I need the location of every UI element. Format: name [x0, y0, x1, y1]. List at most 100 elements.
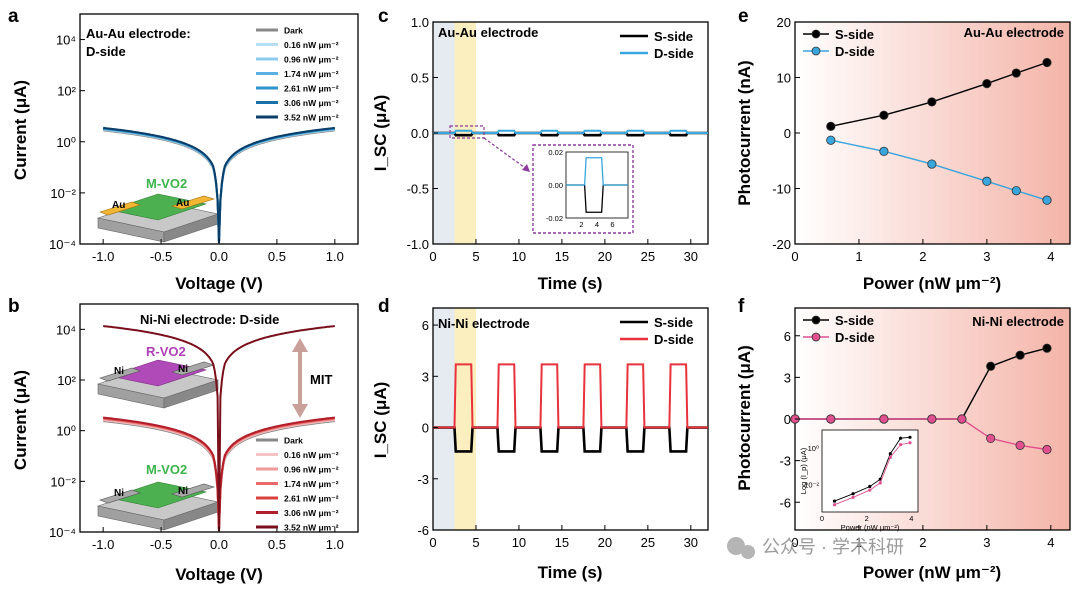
panel-c: c 0 5 10 15 20 25 30 1.0 0.5 0.0 -0.5 -1.0 2 4 6 0.02…: [371, 6, 709, 293]
legend-label: S-side: [835, 27, 874, 42]
panel-a-x-axis-label: Voltage (V): [175, 274, 263, 293]
series-line-D-side: [830, 139, 1048, 201]
panel-c-x-axis-label: Time (s): [538, 274, 603, 293]
inset-x-tick: 2: [865, 514, 869, 523]
legend-swatch-marker: [811, 29, 821, 39]
x-tick-label: 3: [983, 535, 990, 550]
x-tick-label: 2: [919, 535, 926, 550]
data-point-D-side: [826, 414, 836, 424]
y-tick-label: 0.5: [411, 71, 429, 86]
x-tick-label: 0.0: [210, 537, 228, 552]
legend-label: 0.16 nW μm⁻²: [284, 40, 339, 50]
legend-label: 3.52 nW μm⁻²: [284, 113, 339, 123]
legend-label: 0.96 nW μm⁻²: [284, 55, 339, 65]
x-tick-label: 4: [1047, 535, 1054, 550]
legend-label: D-side: [835, 44, 875, 59]
panel-f-x-axis-label: Power (nW μm⁻²): [863, 563, 1001, 582]
panel-a: a Au Au M-VO2 -1.0 -0.5 0.0 0.5 1.0 10⁻⁴ 10⁻²…: [8, 6, 359, 293]
x-tick-label: 0.5: [268, 537, 286, 552]
inset-point: [908, 441, 912, 445]
legend-label: S-side: [654, 315, 693, 330]
device-material-label: M-VO2: [146, 176, 187, 191]
x-tick-label: 2: [919, 249, 926, 264]
x-tick-label: 1.0: [326, 249, 344, 264]
x-tick-label: 20: [598, 249, 612, 264]
x-tick-label: 1: [855, 535, 862, 550]
x-tick-label: 15: [555, 249, 569, 264]
legend-label: D-side: [654, 332, 694, 347]
inset-point: [851, 492, 855, 496]
legend-swatch-marker: [811, 315, 821, 325]
contact-label-bottom-right: Ni: [178, 486, 188, 497]
ni-ni-device-illustrations: Ni Ni R-VO2 Ni Ni M-VO2: [96, 344, 220, 531]
y-tick-label: -3: [417, 472, 429, 487]
y-tick-label: 0.0: [411, 126, 429, 141]
panel-d-x-axis-label: Time (s): [538, 563, 603, 582]
panel-d-annotation: Ni-Ni electrode: [438, 316, 530, 331]
legend-label: 1.74 nW μm⁻²: [284, 69, 339, 79]
y-tick-label: -10: [772, 182, 791, 197]
data-point-S-side: [927, 97, 937, 107]
data-point-D-side: [1015, 440, 1025, 450]
x-tick-label: 20: [598, 535, 612, 550]
inset-trace: [566, 157, 628, 186]
panel-letter-d: d: [378, 296, 390, 317]
legend-label: 2.61 nW μm⁻²: [284, 84, 339, 94]
data-point-D-side: [957, 414, 967, 424]
panel-b: b Ni Ni R-VO2 Ni Ni M-VO2: [8, 296, 359, 584]
panel-b-y-axis-label: Current (μA): [11, 370, 30, 470]
legend-swatch-marker: [811, 46, 821, 56]
data-point-D-side: [826, 135, 836, 145]
legend-label: D-side: [835, 330, 875, 345]
panel-letter-a: a: [8, 6, 19, 27]
time-trace-D-side: [433, 363, 708, 429]
inset-point: [868, 488, 872, 492]
legend-label: 3.52 nW μm⁻²: [284, 523, 339, 533]
inset-x-tick: 0: [820, 514, 824, 523]
inset-point: [832, 503, 837, 507]
mit-label: MIT: [310, 372, 332, 387]
panel-e-x-axis-label: Power (nW μm⁻²): [863, 274, 1001, 293]
inset-y-label: Log (I_p) (μA): [799, 447, 808, 494]
y-tick-label: -6: [417, 523, 429, 538]
legend-label: 3.06 nW μm⁻²: [284, 98, 339, 108]
y-tick-label: 10⁻²: [50, 186, 76, 201]
panel-letter-c: c: [378, 6, 389, 27]
panel-a-annotation-line1: Au-Au electrode:: [86, 26, 191, 41]
y-tick-label: 6: [784, 329, 791, 344]
y-tick-label: -0.5: [407, 182, 429, 197]
y-tick-label: 3: [784, 370, 791, 385]
dark-shade-region: [433, 308, 455, 530]
legend-label: 0.16 nW μm⁻²: [284, 450, 339, 460]
panel-f-y-axis-label: Photocurrent (μA): [735, 345, 754, 490]
inset-point: [888, 455, 892, 459]
inset-y-tick: -0.02: [546, 214, 563, 223]
panel-e: e 0 1 2 3 4 20 10 0 -10 -20 S-side D-side Au-Au e…: [735, 6, 1071, 293]
series-line-S-side: [830, 61, 1048, 127]
y-tick-label: -1.0: [407, 237, 429, 252]
device-material-label-bottom: M-VO2: [146, 462, 187, 477]
x-tick-label: -0.5: [150, 537, 172, 552]
legend-label: 3.06 nW μm⁻²: [284, 508, 339, 518]
x-tick-label: -0.5: [150, 249, 172, 264]
contact-label-bottom-left: Ni: [114, 488, 124, 499]
data-point-D-side: [1011, 186, 1021, 196]
x-tick-label: 30: [684, 535, 698, 550]
y-tick-label: 10⁴: [56, 33, 76, 48]
contact-label-top-left: Ni: [114, 366, 124, 377]
x-tick-label: 10: [512, 249, 526, 264]
legend-label: S-side: [835, 313, 874, 328]
x-tick-label: 5: [472, 535, 479, 550]
y-tick-label: 10⁻⁴: [49, 237, 76, 252]
panel-f-inset: 0 2 4 10⁰ 10⁻² Power (nW μm⁻²) Log (I_p) (μA): [799, 429, 919, 532]
y-tick-label: -20: [772, 237, 791, 252]
x-tick-label: 1: [855, 249, 862, 264]
au-au-device-illustration: Au Au M-VO2: [96, 176, 220, 243]
series-line-D-side: [795, 418, 1048, 451]
inset-y-tick: 0.02: [548, 148, 563, 157]
data-point-S-side: [982, 79, 992, 89]
panel-e-y-axis-label: Photocurrent (nA): [735, 60, 754, 205]
y-tick-label: 10⁻²: [50, 474, 76, 489]
